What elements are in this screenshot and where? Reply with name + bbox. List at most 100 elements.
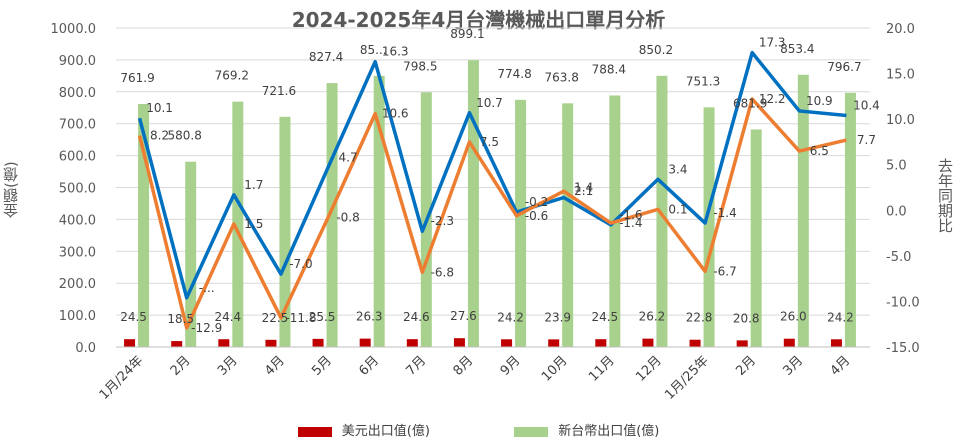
y-right-tick-label: 15.0 (886, 68, 915, 83)
x-tick-label: 1月/25年 (662, 353, 712, 403)
usd-bar (359, 338, 371, 347)
y-left-tick-label: 800.0 (59, 86, 96, 101)
orange-line-data-label: 6.5 (810, 144, 829, 158)
orange-line-data-label: 7.5 (480, 135, 499, 149)
twd-bar (326, 83, 338, 348)
x-tick-label: 10月 (539, 353, 570, 384)
x-tick-label: 1月/24年 (97, 353, 147, 403)
twd-data-label: 853.4 (780, 42, 814, 56)
twd-bar (279, 116, 291, 347)
usd-data-label: 23.9 (544, 310, 571, 324)
x-tick-label: 3月 (780, 353, 806, 379)
orange-line-data-label: 7.7 (857, 133, 876, 147)
usd-bar (265, 339, 277, 347)
usd-bar (406, 339, 418, 347)
x-tick-label: 2月 (733, 353, 759, 379)
x-tick-label: 12月 (633, 353, 664, 384)
x-tick-label: 11月 (586, 353, 617, 384)
twd-bar (797, 74, 809, 347)
y-left-tick-label: 200.0 (59, 277, 96, 292)
twd-bar (373, 75, 385, 347)
blue-line-data-label: -7.0 (289, 257, 312, 271)
x-tick-label: 4月 (828, 353, 854, 379)
legend-item-twd: 新台幣出口值(億) (514, 420, 659, 439)
usd-data-label: 26.2 (639, 310, 666, 324)
orange-growth-line (137, 97, 847, 330)
usd-bar (783, 338, 795, 347)
y-left-tick-label: 100.0 (59, 309, 96, 324)
blue-line-data-label: 17.3 (759, 36, 786, 50)
twd-data-label: 681.9 (733, 96, 767, 110)
twd-data-label: 580.8 (168, 129, 202, 143)
twd-bar (562, 103, 574, 347)
y-axis-right-label: 去年同期比 (936, 157, 954, 233)
usd-data-label: 24.6 (403, 310, 430, 324)
blue-line-data-label: -1.4 (713, 206, 736, 220)
twd-data-label: 769.2 (215, 69, 249, 83)
twd-bar (232, 101, 244, 347)
usd-data-label: 22.8 (686, 311, 713, 325)
blue-line-data-label: -... (199, 281, 215, 295)
usd-bar (736, 340, 748, 347)
usd-data-label: 24.2 (827, 310, 854, 324)
usd-bar (124, 339, 136, 347)
y-left-tick-label: 300.0 (59, 245, 96, 260)
twd-bar (750, 129, 762, 347)
y-right-tick-label: -15.0 (886, 341, 920, 356)
orange-line-data-label: -0.8 (336, 211, 359, 225)
usd-data-label: 18.5 (167, 312, 194, 326)
twd-data-label: 798.5 (403, 59, 437, 73)
orange-line-data-label: 12.2 (759, 92, 786, 106)
blue-line-data-label: -0.2 (525, 195, 548, 209)
legend: 美元出口值(億) 新台幣出口值(億) (0, 420, 957, 439)
usd-bar (312, 338, 324, 347)
orange-line-data-label: -0.6 (525, 209, 548, 223)
usd-data-label: 24.5 (120, 310, 147, 324)
twd-data-label: 761.9 (120, 71, 154, 85)
twd-data-label: 827.4 (309, 50, 343, 64)
x-tick-label: 5月 (309, 353, 335, 379)
y-left-tick-label: 700.0 (59, 118, 96, 133)
usd-bar (642, 338, 654, 347)
twd-data-label: 721.6 (262, 84, 296, 98)
y-left-tick-label: 1000.0 (51, 22, 97, 37)
usd-data-label: 24.4 (214, 310, 241, 324)
x-tick-label: 2月 (168, 353, 194, 379)
twd-bar (844, 92, 856, 348)
twd-data-label: 751.3 (686, 74, 720, 88)
y-left-tick-label: 900.0 (59, 54, 96, 69)
blue-line-data-label: 16.3 (382, 45, 409, 59)
y-left-tick-label: 600.0 (59, 150, 96, 165)
legend-label-twd: 新台幣出口值(億) (558, 424, 660, 439)
usd-data-label: 25.5 (309, 310, 336, 324)
usd-data-label: 20.8 (733, 311, 760, 325)
usd-bar (689, 339, 701, 347)
blue-line-data-label: 10.4 (853, 98, 880, 112)
twd-bar (703, 107, 715, 347)
twd-bar (515, 99, 527, 347)
y-right-tick-label: 5.0 (886, 159, 907, 174)
blue-growth-line (137, 50, 847, 300)
y-right-tick-label: -5.0 (886, 250, 911, 265)
usd-data-label: 24.5 (591, 310, 618, 324)
twd-data-label: 763.8 (545, 70, 579, 84)
blue-line-data-label: 1.4 (574, 181, 593, 195)
orange-line-data-label: 1.5 (244, 217, 263, 231)
blue-line-data-label: 10.7 (476, 96, 503, 110)
orange-line-data-label: 10.6 (382, 107, 409, 121)
usd-data-label: 27.6 (450, 309, 477, 323)
usd-bar (548, 339, 560, 347)
y-left-tick-label: 400.0 (59, 213, 96, 228)
orange-line-data-label: 8.2 (150, 129, 169, 143)
twd-data-label: 796.7 (827, 60, 861, 74)
orange-line-data-label: -11.8 (285, 311, 316, 325)
usd-bar (453, 338, 465, 347)
legend-swatch-usd (297, 426, 332, 437)
usd-data-label: 24.2 (497, 310, 524, 324)
y-right-tick-label: 20.0 (886, 22, 915, 37)
twd-data-label: 850.2 (639, 43, 673, 57)
legend-swatch-twd (514, 426, 549, 437)
orange-line-data-label: -6.8 (431, 265, 454, 279)
orange-line-data-label: -12.9 (191, 321, 222, 335)
